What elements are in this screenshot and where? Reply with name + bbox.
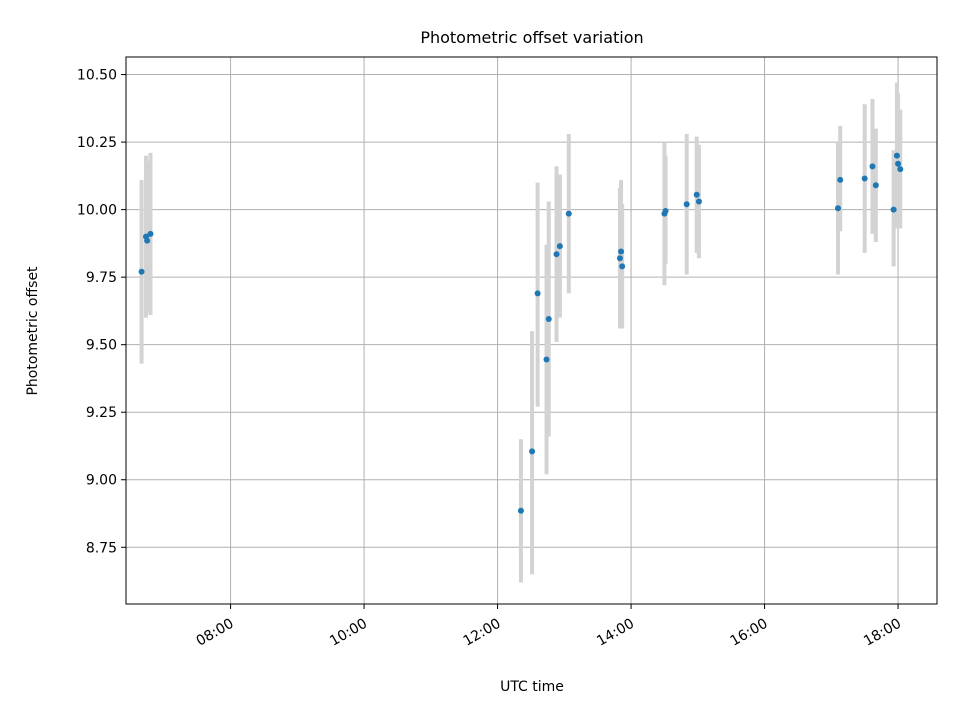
y-tick-label: 9.50 [86,338,117,354]
y-tick-label: 8.75 [86,540,117,556]
data-point [893,152,900,159]
data-point [556,243,563,250]
data-point [553,251,560,258]
y-tick-label: 10.25 [77,135,117,151]
data-point [565,210,572,217]
y-tick-label: 9.00 [86,473,117,489]
y-axis-ticks: 8.75 9.00 9.25 9.50 9.75 10.00 10.25 10.50 [77,68,126,556]
data-point [616,255,623,262]
data-point [861,175,868,182]
data-point [147,230,154,237]
data-point [683,201,690,208]
data-point [545,316,552,323]
y-tick-label: 9.75 [86,270,117,286]
data-point [618,248,625,255]
data-point [872,182,879,189]
data-point [144,237,151,244]
data-point [897,166,904,173]
data-point [138,268,145,275]
plot-frame [125,56,938,605]
data-point [619,263,626,270]
data-points [138,152,904,514]
data-point [517,507,524,514]
y-tick-label: 9.25 [86,405,117,421]
data-point [890,206,897,213]
data-point [695,198,702,205]
data-point [837,176,844,183]
data-point [834,205,841,212]
x-axis-label: UTC time [500,679,564,695]
data-point [693,191,700,198]
data-point [529,448,536,455]
data-point [869,163,876,170]
data-point [543,356,550,363]
data-point [534,290,541,297]
data-point [662,207,669,214]
data-point [895,160,902,167]
y-tick-label: 10.00 [77,203,117,219]
y-axis-label: Photometric offset [25,266,41,396]
y-tick-label: 10.50 [77,68,117,84]
chart-title: Photometric offset variation [420,28,643,47]
